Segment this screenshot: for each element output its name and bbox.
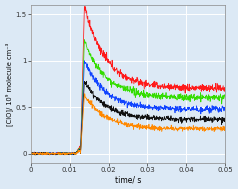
- X-axis label: time/ s: time/ s: [115, 175, 141, 184]
- Y-axis label: [ClO]/ 10⁹ molecule cm⁻³: [ClO]/ 10⁹ molecule cm⁻³: [5, 42, 13, 125]
